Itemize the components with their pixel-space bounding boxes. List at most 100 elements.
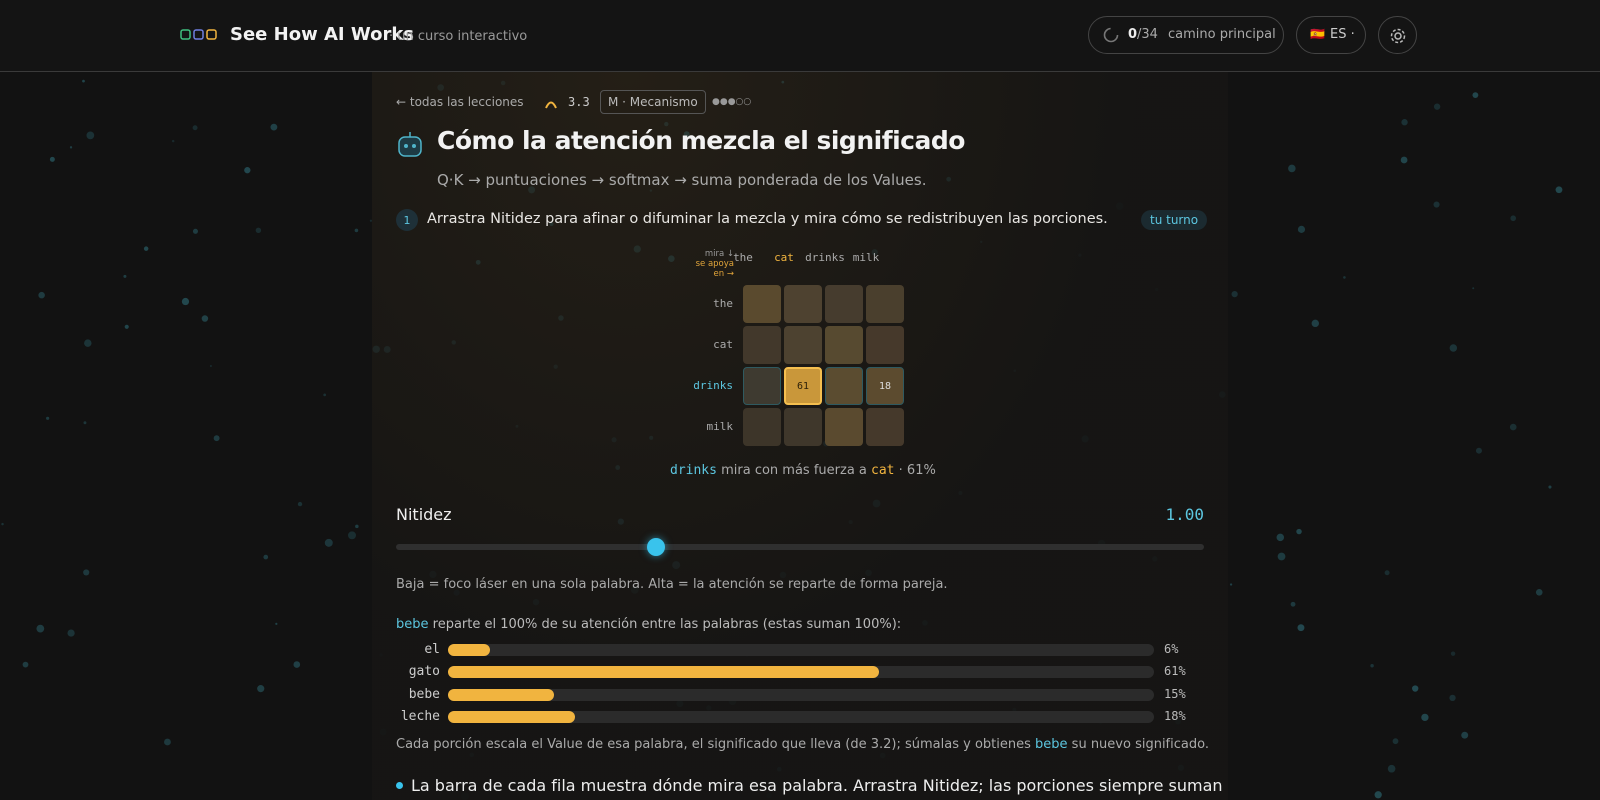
back-link[interactable]: ← todas las lecciones [396,95,524,109]
bar-value-label: 61% [1164,664,1186,679]
bar-track [448,710,1154,723]
bar-label: el [424,642,440,657]
lesson-tag: M · Mecanismo [600,90,706,114]
step-text: Arrastra Nitidez para afinar o difuminar… [427,211,1108,227]
bar-label: bebe [408,686,440,702]
caption-value: · 61% [898,463,936,478]
background-dot [1433,103,1441,110]
bar-value-label: 15% [1164,686,1186,701]
background-dot [348,531,356,540]
background-dot [84,339,92,347]
note-end: su nuevo significado. [1071,737,1209,752]
background-dot [263,554,269,560]
bullet-dot [396,782,403,789]
flag: 🇪🇸 [1310,27,1325,41]
background-dot [1449,344,1458,352]
background-dot [1472,92,1479,99]
background-dot [83,421,87,425]
progress-pill[interactable]: 0 /34 camino principal [1088,16,1284,54]
settings-icon [1390,28,1406,44]
note-start: Cada porción escala el Value de esa pala… [396,737,1031,752]
background-dot [255,227,262,233]
robot-icon [398,132,422,157]
background-dot [1370,663,1374,668]
language-pill[interactable]: 🇪🇸 ES · [1296,16,1366,54]
background-dot [1374,791,1382,799]
background-dot [86,131,95,140]
background-dot [1290,601,1296,607]
background-dot [1510,215,1517,222]
progress-ring [1103,27,1119,43]
background-dot [1276,533,1285,542]
background-dot [209,365,212,368]
caption-target: cat [871,463,895,478]
background-dot [355,524,359,529]
background-dot [275,622,278,625]
bar-value-label: 6% [1164,642,1179,656]
background-dot [1387,764,1396,773]
bar-track [448,644,1154,656]
background-dot [143,246,149,251]
background-dot [181,297,190,306]
column-label: milk [852,251,880,264]
background-dot [38,291,45,299]
row-label: milk [706,420,734,433]
slider-hint: Baja = foco láser en una sola palabra. A… [396,577,948,592]
background-dot [1288,164,1296,173]
background-dot [67,629,75,637]
heatmap-cell [743,285,781,323]
heatmap-cell [825,285,863,323]
progress-done: 0 [1128,27,1138,42]
background-dot [1384,570,1390,576]
step-number: 1 [396,209,418,231]
background-dot [1450,651,1456,656]
background-dot [1311,319,1319,328]
slider-thumb[interactable] [647,538,665,556]
lesson-icon [545,101,557,109]
background-dot [1277,552,1286,561]
background-dot [46,416,50,420]
background-dot [124,324,129,329]
background-dot [1535,588,1543,596]
background-dot [1475,447,1482,454]
caption-word: drinks [670,463,717,478]
background-dot [1401,119,1408,126]
background-dot [293,661,301,668]
background-dot [213,435,220,442]
caption-text: mira con más fuerza a [721,463,867,478]
heatmap-cell [825,326,863,364]
heatmap-cell [743,326,781,364]
background-dot [82,79,85,83]
background-dot [171,139,175,143]
background-dot [323,393,327,397]
heatmap-cell [743,408,781,446]
background-dot [1449,694,1456,702]
background-dot [354,228,359,233]
heatmap-cell: 61 [784,367,822,405]
background-dot [324,538,333,547]
settings-button[interactable] [1378,16,1417,54]
background-dot [83,569,90,576]
background-dot [270,123,278,131]
background-dot [22,661,29,668]
background-dot [192,228,198,234]
background-dot [257,685,265,693]
row-label: the [713,297,733,310]
background-dot [1400,156,1408,164]
brand[interactable]: See How AI Works [230,24,415,45]
corner-label: se apoya [695,259,734,269]
heatmap-cell [784,326,822,364]
bar [448,688,554,701]
slider-label: Nitidez [396,505,452,524]
tagline: · un curso interactivo [389,29,528,44]
background-dot [1392,738,1399,745]
step-badge: tu turno [1141,210,1208,230]
background-dot [123,274,127,278]
bar-track [448,688,1154,701]
heatmap-cell [866,285,904,323]
background-dot [49,156,55,162]
background-dot [201,315,209,322]
slider-track[interactable] [396,544,1204,550]
column-label: cat [774,251,794,264]
